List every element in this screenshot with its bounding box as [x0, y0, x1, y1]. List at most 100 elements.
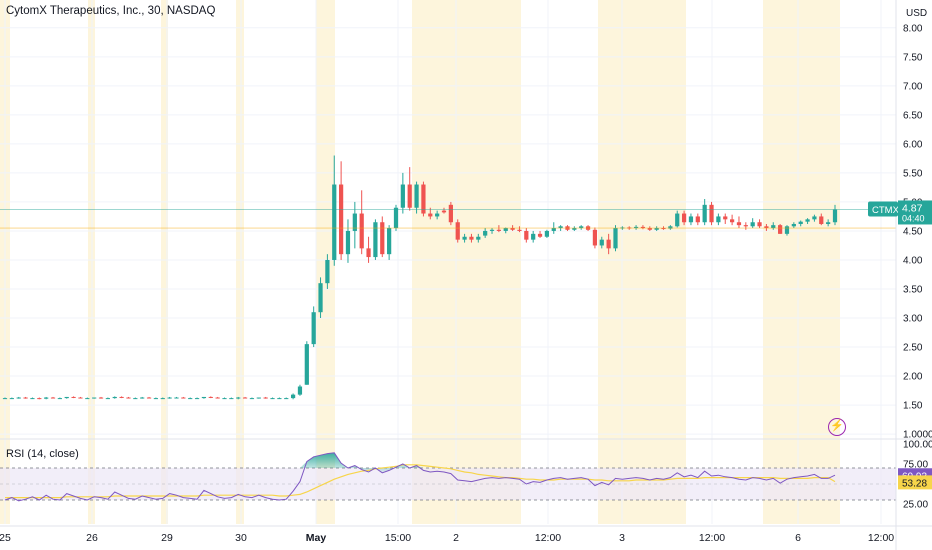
candle-body	[599, 239, 604, 246]
candle-body	[50, 397, 56, 399]
candle-body	[421, 184, 426, 214]
price-tick-label: 3.00	[903, 314, 923, 325]
candle-body	[373, 222, 378, 258]
candle-body	[496, 229, 501, 231]
candle-body	[194, 398, 200, 400]
candle-body	[503, 228, 508, 231]
rsi-panel	[0, 452, 896, 502]
candle-body	[551, 228, 556, 231]
candle-body	[428, 213, 433, 217]
candle-body	[188, 398, 193, 400]
candle-body	[784, 226, 790, 234]
candle-body	[729, 219, 735, 223]
candle-body	[716, 216, 721, 223]
candle-body	[771, 225, 776, 229]
candle-body	[537, 233, 543, 237]
time-tick-label: 6	[795, 532, 801, 544]
candle-body	[743, 225, 748, 227]
candle-body	[654, 228, 659, 230]
symbol-title[interactable]: CytomX Therapeutics, Inc., 30, NASDAQ	[6, 5, 216, 17]
candle-body	[517, 229, 522, 231]
candle-body	[764, 226, 769, 229]
rsi-indicator-label[interactable]: RSI (14, close)	[6, 448, 79, 460]
candle-body	[236, 397, 241, 399]
candle-body	[146, 397, 152, 399]
rsi-ma-tag	[898, 475, 932, 490]
candle-body	[105, 398, 111, 400]
session-band	[236, 0, 244, 524]
candle-body	[332, 184, 337, 260]
price-tick-label: 7.00	[903, 81, 923, 92]
candle-body	[359, 213, 364, 249]
price-tick-label: 4.00	[903, 255, 923, 266]
candle-body	[462, 236, 467, 240]
candle-body	[819, 216, 824, 224]
candle-body	[798, 221, 803, 224]
candle-body	[174, 397, 179, 399]
rsi-tick-label: 25.00	[903, 500, 928, 511]
candle-body	[304, 344, 309, 385]
candle-body	[208, 396, 213, 398]
horizontal-gridlines	[0, 27, 932, 527]
candle-body	[483, 230, 488, 236]
rsi-tick-label: 75.00	[903, 460, 928, 471]
candle-body	[778, 225, 783, 234]
candle-body	[318, 283, 323, 313]
candle-body	[85, 398, 90, 400]
candle-body	[393, 207, 399, 229]
candle-body	[510, 228, 515, 230]
candle-body	[805, 219, 810, 222]
currency-label[interactable]: USD	[906, 8, 928, 19]
candlestick-series	[0, 155, 896, 400]
candle-body	[709, 204, 714, 223]
candle-body	[606, 239, 611, 249]
candle-body	[675, 213, 680, 227]
price-tick-label: 4.50	[903, 226, 923, 237]
candle-body	[681, 213, 687, 223]
candle-body	[64, 396, 69, 399]
candle-body	[441, 210, 447, 213]
candle-body	[688, 216, 694, 223]
candle-body	[98, 397, 104, 399]
candle-body	[290, 394, 296, 399]
time-tick-label: 12:00	[699, 532, 725, 544]
candle-body	[242, 397, 248, 399]
candle-body	[791, 223, 796, 227]
candle-body	[78, 397, 83, 399]
candle-body	[352, 213, 357, 231]
candle-body	[181, 397, 186, 399]
candle-body	[44, 397, 49, 399]
candle-body	[160, 398, 165, 400]
session-band	[161, 0, 168, 524]
candle-body	[531, 233, 536, 240]
price-tag-value: 4.87	[902, 202, 923, 214]
candle-body	[9, 398, 14, 400]
candle-body	[469, 236, 474, 240]
candle-body	[215, 397, 220, 399]
candle-body	[558, 226, 563, 229]
candle-body	[339, 184, 344, 255]
time-tick-label: 15:00	[385, 532, 411, 544]
candle-body	[400, 184, 405, 208]
time-tick-label: 3	[619, 532, 625, 544]
candle-body	[668, 226, 673, 229]
candle-body	[30, 398, 35, 400]
candle-body	[263, 397, 268, 399]
price-tick-label: 3.50	[903, 284, 923, 295]
session-band	[763, 0, 840, 524]
rsi-tick-label: 100.00	[903, 440, 932, 451]
price-tick-label: 8.00	[903, 23, 923, 34]
candle-body	[222, 398, 227, 400]
candle-body	[133, 398, 138, 400]
candle-body	[661, 228, 666, 230]
candle-body	[2, 398, 8, 400]
price-tag-countdown: 04:40	[902, 213, 925, 223]
price-tag	[898, 200, 932, 225]
candle-body	[23, 397, 28, 399]
lightning-icon[interactable]: ⚡	[828, 418, 846, 436]
candle-body	[524, 230, 529, 240]
time-tick-label: 29	[161, 532, 173, 544]
candle-body	[311, 312, 316, 345]
candle-body	[750, 222, 755, 227]
